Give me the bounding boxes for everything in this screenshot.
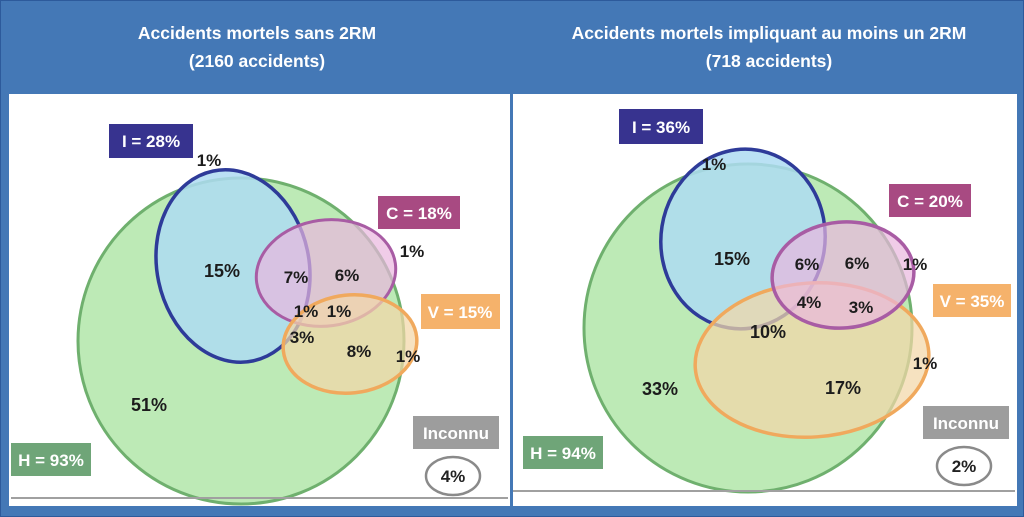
region-i-and-h: 15% — [204, 261, 240, 281]
c-set-ellipse — [770, 220, 916, 330]
left-panel-title: Accidents mortels sans 2RM (2160 acciden… — [1, 1, 513, 94]
i-set-label-box — [619, 109, 703, 144]
v-set-label-box — [421, 294, 500, 329]
inconnu-label-text: Inconnu — [423, 424, 489, 443]
i-set-label-text: I = 36% — [632, 118, 690, 137]
region-v-and-h: 8% — [347, 342, 372, 361]
inconnu-label-box — [413, 416, 499, 449]
venn-panel-avec-2rm: 1% 15% 6% 6% 1% 4% 3% 10% 17% 1% 33% I =… — [513, 94, 1017, 506]
inconnu-value-text: 2% — [952, 457, 977, 476]
h-set-label-text: H = 94% — [530, 444, 596, 463]
i-set-label-text: I = 28% — [122, 132, 180, 151]
right-panel-title: Accidents mortels impliquant au moins un… — [513, 1, 1023, 94]
venn-diagram-sans-2rm: 1% 15% 7% 6% 1% 1% 1% 3% 8% 1% 51% I = 2… — [11, 124, 508, 506]
v-set-label: V = 15% — [421, 294, 500, 329]
title-banner: Accidents mortels sans 2RM (2160 acciden… — [1, 1, 1023, 94]
region-v-and-h: 17% — [825, 378, 861, 398]
left-title-line2: (2160 accidents) — [188, 50, 326, 71]
inconnu-value-badge: 2% — [935, 445, 993, 487]
region-i-and-h: 15% — [714, 249, 750, 269]
inconnu-value-ellipse — [935, 445, 993, 487]
c-set-label-text: C = 20% — [897, 192, 963, 211]
inconnu-label-text: Inconnu — [933, 414, 999, 433]
region-i-c-h: 7% — [284, 268, 309, 287]
c-set-label-box — [378, 196, 460, 229]
region-i-outside-h: 1% — [702, 155, 727, 174]
h-set-label: H = 94% — [523, 436, 603, 469]
region-c-and-h: 6% — [335, 266, 360, 285]
inconnu-label: Inconnu — [413, 416, 499, 449]
c-set-label-text: C = 18% — [386, 204, 452, 223]
region-i-c-h: 6% — [795, 255, 820, 274]
region-v-outside-h: 1% — [396, 347, 421, 366]
i-set-label: I = 36% — [619, 109, 703, 144]
c-set-label: C = 20% — [889, 184, 971, 217]
venn-diagram-avec-2rm: 1% 15% 6% 6% 1% 4% 3% 10% 17% 1% 33% I =… — [513, 109, 1015, 494]
region-v-outside-h: 1% — [913, 354, 938, 373]
h-set-label-text: H = 93% — [18, 451, 84, 470]
v-set-label-text: V = 15% — [428, 303, 493, 322]
h-set-label-box — [523, 436, 603, 469]
inconnu-value-ellipse — [424, 455, 482, 497]
region-c-and-h: 6% — [845, 254, 870, 273]
inconnu-label: Inconnu — [923, 406, 1009, 439]
right-title-line1: Accidents mortels impliquant au moins un… — [571, 23, 967, 44]
v-set-label: V = 35% — [933, 284, 1011, 317]
left-title-line1: Accidents mortels sans 2RM — [137, 23, 377, 44]
venn-panel-sans-2rm: 1% 15% 7% 6% 1% 1% 1% 3% 8% 1% 51% I = 2… — [9, 94, 510, 506]
i-set-label: I = 28% — [109, 124, 193, 158]
region-c-outside-h: 1% — [903, 255, 928, 274]
inconnu-value-text: 4% — [441, 467, 466, 486]
h-set-label-box — [11, 443, 91, 476]
region-i-outside-h: 1% — [197, 151, 222, 170]
region-h-only: 51% — [131, 395, 167, 415]
c-set-label-box — [889, 184, 971, 217]
region-i-v-h: 3% — [290, 328, 315, 347]
inconnu-label-box — [923, 406, 1009, 439]
v-set-label-text: V = 35% — [940, 292, 1005, 311]
region-i-v-h: 10% — [750, 322, 786, 342]
region-c-v-h-left: 1% — [294, 302, 319, 321]
c-set-label: C = 18% — [378, 196, 460, 229]
v-set-label-box — [933, 284, 1011, 317]
region-h-only: 33% — [642, 379, 678, 399]
region-i-c-v-h: 4% — [797, 293, 822, 312]
right-title-line2: (718 accidents) — [705, 50, 833, 71]
v-set-ellipse — [281, 293, 419, 395]
i-set-label-box — [109, 124, 193, 158]
region-c-v-h: 3% — [849, 298, 874, 317]
h-set-label: H = 93% — [11, 443, 91, 476]
region-c-v-h-right: 1% — [327, 302, 352, 321]
inconnu-value-badge: 4% — [424, 455, 482, 497]
region-c-outside-h: 1% — [400, 242, 425, 261]
